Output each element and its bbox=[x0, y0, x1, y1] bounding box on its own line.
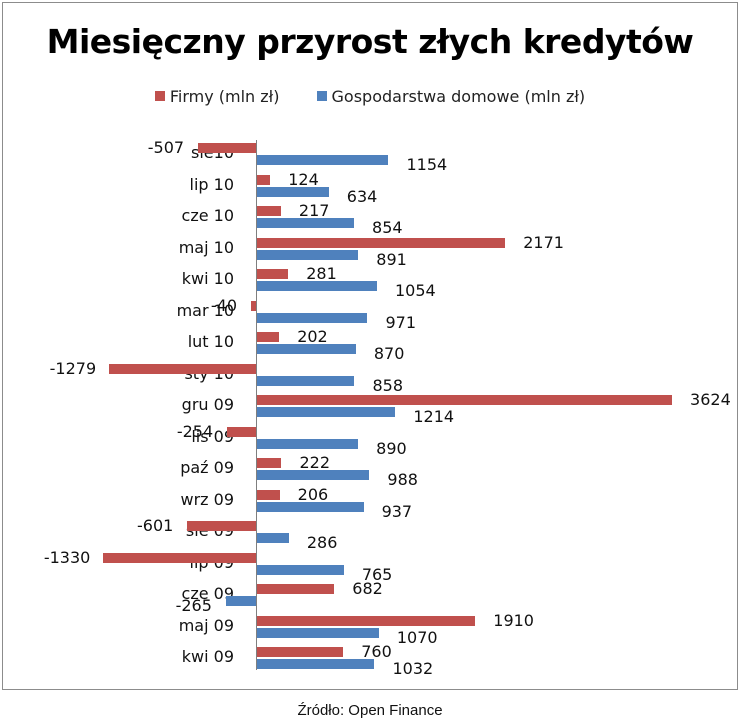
bar-firmy bbox=[256, 458, 282, 468]
data-label: 217 bbox=[298, 201, 330, 220]
category-label: wrz 09 bbox=[180, 489, 234, 509]
bar-gospodarstwa bbox=[256, 249, 359, 260]
data-label: 891 bbox=[376, 249, 407, 269]
bar-firmy bbox=[256, 584, 335, 594]
data-label: -40 bbox=[210, 295, 238, 315]
data-label: 202 bbox=[297, 327, 328, 346]
bar-gospodarstwa bbox=[256, 470, 370, 480]
category-label: cze 10 bbox=[181, 206, 234, 225]
category-label: maj 10 bbox=[178, 237, 234, 257]
data-label: 1154 bbox=[406, 155, 448, 174]
bar-firmy bbox=[256, 332, 280, 342]
bar-gospodarstwa bbox=[256, 564, 344, 575]
category-axis bbox=[256, 140, 257, 670]
bar-gospodarstwa bbox=[256, 627, 379, 638]
chart-title: Miesięczny przyrost złych kredytów bbox=[46, 22, 694, 61]
bar-gospodarstwa bbox=[256, 186, 329, 197]
data-label: 1070 bbox=[396, 627, 438, 647]
bar-firmy bbox=[187, 521, 256, 531]
legend-item-firmy: Firmy (mln zł) bbox=[154, 86, 280, 106]
data-label: 765 bbox=[361, 564, 393, 584]
legend-label: Gospodarstwa domowe (mln zł) bbox=[331, 86, 586, 106]
bar-firmy bbox=[197, 143, 256, 153]
data-label: 2171 bbox=[523, 232, 564, 252]
category-label: kwi 09 bbox=[181, 647, 234, 666]
legend-swatch-blue-icon bbox=[316, 91, 327, 101]
bar-gospodarstwa bbox=[256, 375, 355, 386]
bar-firmy bbox=[251, 300, 256, 311]
category-label: gru 09 bbox=[181, 395, 234, 414]
data-label: -1330 bbox=[43, 547, 91, 567]
bar-gospodarstwa bbox=[256, 533, 289, 543]
category-label: mar 10 bbox=[176, 300, 234, 320]
data-label: 988 bbox=[387, 470, 418, 489]
source-note: Źródło: Open Finance bbox=[297, 702, 443, 719]
data-label: 1910 bbox=[493, 610, 534, 630]
legend-swatch-red-icon bbox=[154, 91, 165, 101]
data-label: -1279 bbox=[49, 358, 97, 378]
bar-gospodarstwa bbox=[256, 344, 356, 354]
data-label: 281 bbox=[306, 264, 337, 283]
category-label: cze 09 bbox=[181, 584, 234, 603]
category-label: lut 10 bbox=[187, 332, 234, 351]
data-label: 206 bbox=[297, 484, 329, 504]
bar-gospodarstwa bbox=[225, 596, 256, 606]
data-label: 937 bbox=[381, 501, 413, 521]
bar-firmy bbox=[109, 363, 256, 374]
data-label: 1032 bbox=[392, 659, 434, 678]
data-label: -254 bbox=[176, 421, 214, 441]
data-label: 890 bbox=[376, 438, 407, 458]
bar-firmy bbox=[256, 395, 673, 405]
bar-firmy bbox=[256, 615, 476, 626]
data-label: 124 bbox=[288, 169, 319, 189]
data-label: 682 bbox=[352, 579, 383, 598]
data-label: 1214 bbox=[413, 407, 455, 426]
bar-firmy bbox=[256, 174, 271, 185]
bar-gospodarstwa bbox=[256, 155, 389, 165]
bar-gospodarstwa bbox=[256, 312, 368, 323]
chart-frame bbox=[2, 2, 738, 690]
bar-firmy bbox=[256, 489, 280, 500]
bar-gospodarstwa bbox=[256, 659, 375, 669]
data-label: 971 bbox=[385, 312, 417, 332]
data-label: -601 bbox=[137, 516, 174, 535]
category-label: lis 09 bbox=[191, 426, 234, 446]
data-label: 222 bbox=[299, 453, 331, 472]
bar-firmy bbox=[103, 552, 256, 563]
chart-legend: Firmy (mln zł) Gospodarstwa domowe (mln … bbox=[0, 86, 740, 106]
data-label: 3624 bbox=[690, 390, 731, 409]
bar-gospodarstwa bbox=[256, 218, 355, 228]
category-label: lip 10 bbox=[189, 174, 235, 194]
bar-firmy bbox=[256, 269, 289, 279]
bar-gospodarstwa bbox=[256, 407, 396, 417]
bar-firmy bbox=[256, 206, 281, 216]
data-label: 854 bbox=[372, 218, 403, 237]
data-label: 760 bbox=[361, 642, 392, 661]
bar-firmy bbox=[256, 647, 344, 657]
category-label: kwi 10 bbox=[181, 269, 234, 288]
data-label: 634 bbox=[346, 186, 378, 206]
bar-gospodarstwa bbox=[256, 501, 364, 512]
data-label: 870 bbox=[373, 344, 405, 363]
bar-firmy bbox=[256, 237, 506, 248]
bar-firmy bbox=[226, 426, 256, 437]
data-label: 286 bbox=[306, 533, 338, 552]
bar-gospodarstwa bbox=[256, 438, 359, 449]
legend-label: Firmy (mln zł) bbox=[169, 86, 280, 106]
data-label: 1054 bbox=[394, 281, 436, 300]
data-label: 858 bbox=[372, 375, 404, 395]
bar-gospodarstwa bbox=[256, 281, 377, 291]
legend-item-gospodarstwa: Gospodarstwa domowe (mln zł) bbox=[316, 86, 586, 106]
category-label: maj 09 bbox=[178, 615, 234, 635]
category-label: paź 09 bbox=[180, 458, 234, 477]
data-label: -507 bbox=[147, 138, 185, 157]
data-label: -265 bbox=[175, 596, 212, 615]
